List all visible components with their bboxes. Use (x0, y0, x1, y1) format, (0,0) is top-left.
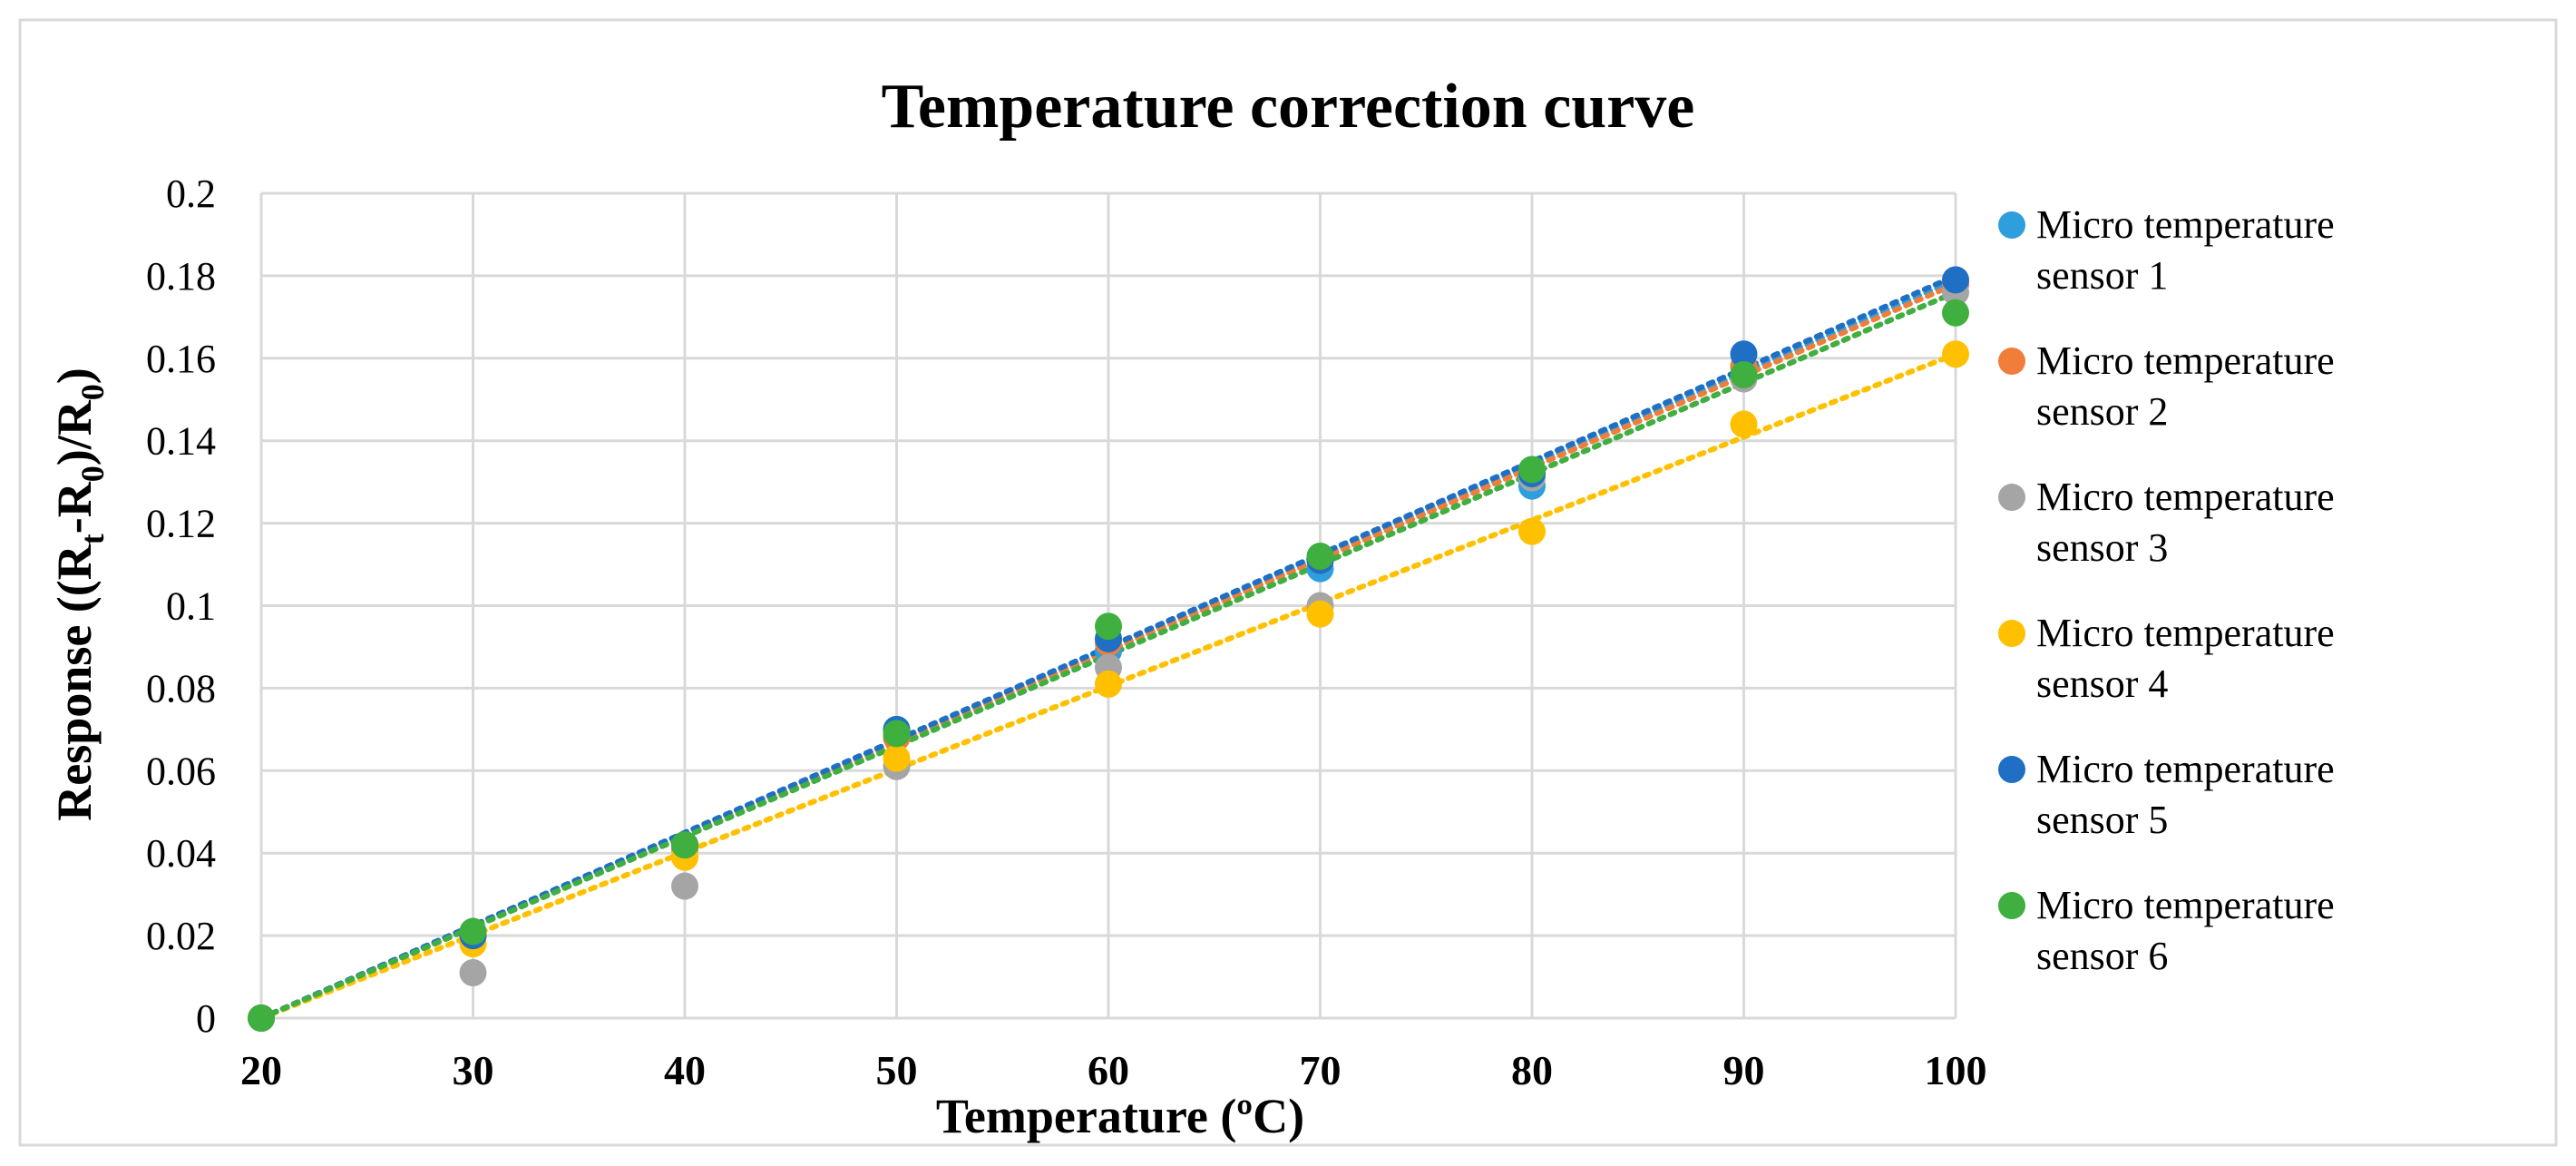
x-tick-label: 20 (240, 1047, 282, 1093)
legend-label: sensor 1 (2036, 253, 2168, 298)
y-tick-label: 0 (196, 996, 216, 1041)
data-point-sensor-3 (459, 959, 487, 987)
data-point-sensor-4 (883, 744, 911, 772)
legend-item-sensor-6: Micro temperature sensor 6 (1998, 883, 2335, 978)
legend-item-sensor-4: Micro temperature sensor 4 (1998, 611, 2335, 706)
data-point-sensor-4 (1095, 670, 1122, 698)
x-tick-label: 70 (1300, 1047, 1342, 1093)
data-points (248, 266, 1969, 1032)
y-tick-label: 0.2 (166, 171, 216, 216)
data-point-sensor-3 (671, 872, 698, 900)
data-point-sensor-6 (1942, 299, 1969, 327)
data-point-sensor-6 (1095, 612, 1122, 641)
legend-label: Micro temperature (2036, 611, 2335, 655)
data-point-sensor-4 (1730, 410, 1758, 438)
legend-marker (1998, 484, 2025, 511)
legend-item-sensor-1: Micro temperature sensor 1 (1998, 202, 2335, 298)
x-tick-label: 80 (1511, 1047, 1553, 1093)
y-tick-label: 0.16 (146, 337, 216, 381)
legend-item-sensor-5: Micro temperature sensor 5 (1998, 747, 2335, 842)
legend-label: sensor 6 (2036, 934, 2168, 978)
legend-label: sensor 3 (2036, 525, 2168, 570)
y-tick-label: 0.18 (146, 254, 216, 299)
legend-label: Micro temperature (2036, 883, 2335, 927)
y-tick-label: 0.04 (146, 831, 216, 876)
data-point-sensor-6 (883, 720, 911, 748)
y-tick-label: 0.1 (166, 584, 216, 629)
legend-label: Micro temperature (2036, 747, 2335, 791)
chart-title: Temperature correction curve (882, 72, 1695, 142)
data-point-sensor-6 (459, 917, 487, 946)
x-tick-label: 50 (876, 1047, 918, 1093)
legend-item-sensor-3: Micro temperature sensor 3 (1998, 475, 2335, 570)
legend-marker (1998, 892, 2025, 919)
x-tick-label: 60 (1088, 1047, 1129, 1093)
y-tick-labels: 0 0.02 0.04 0.06 0.08 0.1 0.12 0.14 0.16 0.18 0.2 (146, 171, 216, 1041)
legend-marker (1998, 211, 2025, 239)
data-point-sensor-4 (1942, 340, 1969, 368)
y-tick-label: 0.08 (146, 666, 216, 710)
legend-label: sensor 2 (2036, 389, 2168, 434)
data-point-sensor-4 (1306, 600, 1334, 628)
x-axis-label: Temperature (ºC) (936, 1089, 1304, 1143)
legend-label: sensor 4 (2036, 661, 2168, 706)
x-tick-label: 30 (453, 1047, 494, 1093)
data-point-sensor-5 (1730, 340, 1758, 368)
legend-marker (1998, 620, 2025, 647)
data-point-sensor-6 (1730, 360, 1758, 388)
data-point-sensor-6 (1518, 456, 1546, 484)
x-tick-label: 40 (664, 1047, 706, 1093)
data-point-sensor-6 (671, 831, 698, 859)
y-tick-label: 0.06 (146, 749, 216, 793)
y-axis-label: Response ((Rt-R0)/R0) (47, 367, 111, 820)
y-tick-label: 0.12 (146, 502, 216, 546)
legend-label: Micro temperature (2036, 202, 2335, 247)
legend-item-sensor-2: Micro temperature sensor 2 (1998, 338, 2335, 434)
legend-marker (1998, 756, 2025, 783)
legend-label: Micro temperature (2036, 475, 2335, 519)
data-point-sensor-4 (1518, 517, 1546, 545)
data-point-sensor-5 (1942, 266, 1969, 294)
x-tick-labels: 20 30 40 50 60 70 80 90 100 (240, 1047, 1987, 1093)
y-tick-label: 0.14 (146, 419, 216, 464)
legend-label: Micro temperature (2036, 338, 2335, 383)
data-point-sensor-6 (1306, 542, 1334, 570)
legend-label: sensor 5 (2036, 798, 2168, 842)
legend-marker (1998, 348, 2025, 375)
data-point-sensor-6 (248, 1004, 275, 1032)
y-tick-label: 0.02 (146, 914, 216, 958)
x-tick-label: 90 (1723, 1047, 1765, 1093)
x-tick-label: 100 (1925, 1047, 1987, 1093)
chart-border (18, 18, 2558, 1147)
